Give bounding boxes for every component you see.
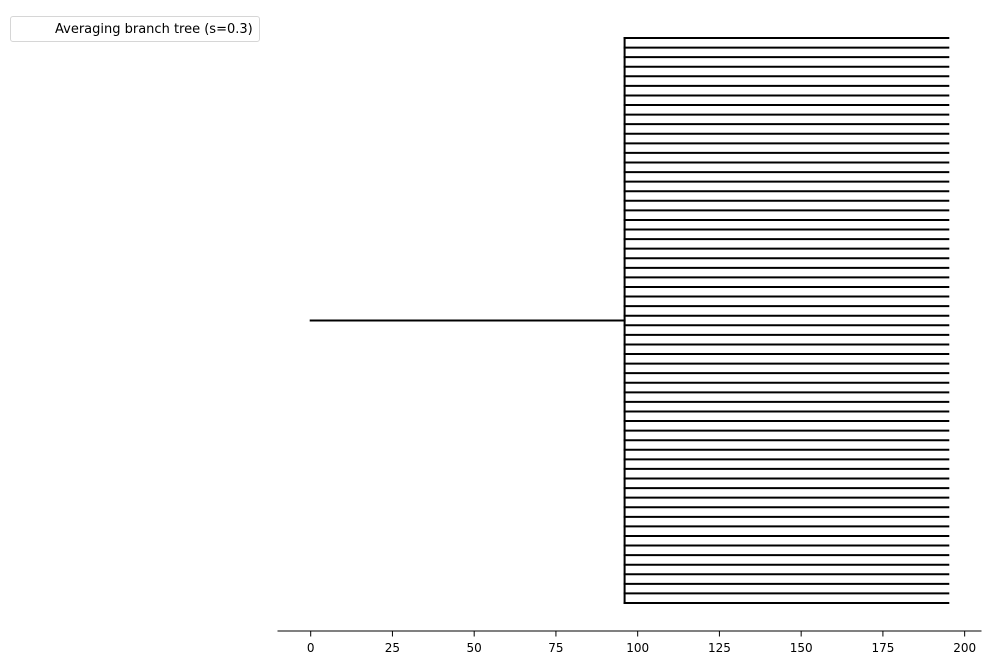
tree-branches xyxy=(309,37,950,604)
x-axis: 0 25 50 75 100 125 150 175 200 xyxy=(277,630,982,655)
x-tick-label: 75 xyxy=(548,641,563,655)
x-tick-label: 200 xyxy=(953,641,976,655)
legend: Averaging branch tree (s=0.3) xyxy=(10,16,260,42)
x-tick-label: 0 xyxy=(307,641,315,655)
x-tick-label: 125 xyxy=(708,641,731,655)
x-tick-label: 50 xyxy=(467,641,482,655)
x-tick-label: 150 xyxy=(790,641,813,655)
x-tick-label: 175 xyxy=(871,641,894,655)
legend-label: Averaging branch tree (s=0.3) xyxy=(55,21,253,37)
x-tick-label: 25 xyxy=(385,641,400,655)
x-tick-label: 100 xyxy=(626,641,649,655)
